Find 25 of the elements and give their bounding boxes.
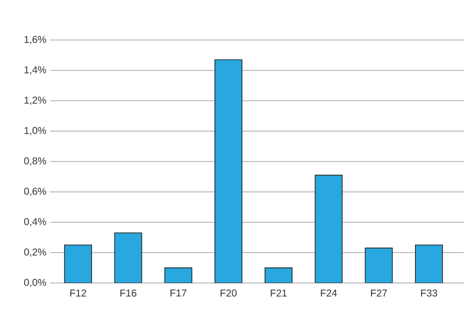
bar <box>314 174 343 283</box>
y-tick-label: 1,4% <box>24 66 46 74</box>
x-tick-label: F27 <box>371 290 387 296</box>
x-tick-label: F17 <box>170 290 186 296</box>
y-tick-label: 0,4% <box>24 218 46 226</box>
y-tick-label: 1,6% <box>24 36 46 44</box>
x-tick-label: F24 <box>320 290 337 296</box>
bar <box>114 232 142 283</box>
bar <box>364 248 393 283</box>
y-tick-label: 1,0% <box>24 127 46 136</box>
y-tick-label: 0,8% <box>24 157 46 166</box>
bar <box>264 267 292 283</box>
y-tick-label: 0,6% <box>24 188 46 196</box>
bar <box>214 59 242 283</box>
y-tick-label: 0,0% <box>24 278 46 288</box>
y-tick-label: 1,2% <box>24 96 46 105</box>
bar <box>164 267 192 283</box>
x-tick-label: F12 <box>70 290 86 296</box>
y-tick-label: 0,2% <box>24 248 46 257</box>
x-tick-label: F16 <box>120 290 136 297</box>
bar <box>414 244 443 283</box>
x-tick-label: F20 <box>220 290 237 297</box>
x-tick-label: F33 <box>421 290 438 297</box>
x-tick-label: F21 <box>270 290 287 296</box>
bar <box>64 244 92 283</box>
